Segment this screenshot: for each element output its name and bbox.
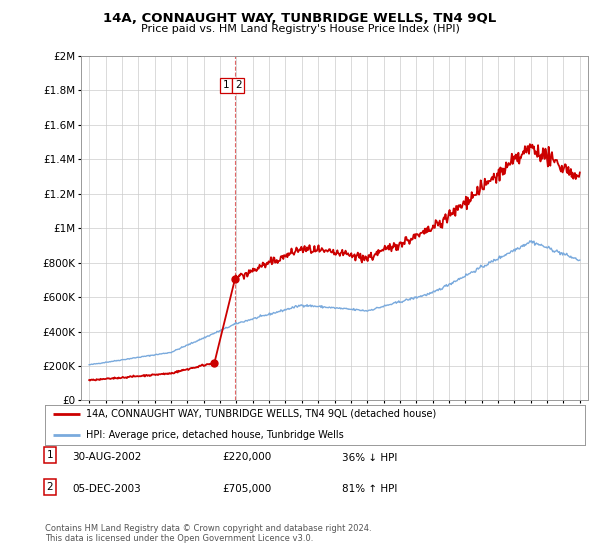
Text: 30-AUG-2002: 30-AUG-2002	[72, 452, 142, 463]
Text: Price paid vs. HM Land Registry's House Price Index (HPI): Price paid vs. HM Land Registry's House …	[140, 24, 460, 34]
Text: 14A, CONNAUGHT WAY, TUNBRIDGE WELLS, TN4 9QL: 14A, CONNAUGHT WAY, TUNBRIDGE WELLS, TN4…	[103, 12, 497, 25]
Text: 81% ↑ HPI: 81% ↑ HPI	[342, 484, 397, 494]
Text: This data is licensed under the Open Government Licence v3.0.: This data is licensed under the Open Gov…	[45, 534, 313, 543]
Text: £705,000: £705,000	[222, 484, 271, 494]
Text: £220,000: £220,000	[222, 452, 271, 463]
Text: 2: 2	[235, 80, 242, 90]
Text: 1: 1	[223, 80, 229, 90]
Text: 36% ↓ HPI: 36% ↓ HPI	[342, 452, 397, 463]
Text: 2: 2	[46, 482, 53, 492]
Text: HPI: Average price, detached house, Tunbridge Wells: HPI: Average price, detached house, Tunb…	[86, 430, 343, 440]
Text: 14A, CONNAUGHT WAY, TUNBRIDGE WELLS, TN4 9QL (detached house): 14A, CONNAUGHT WAY, TUNBRIDGE WELLS, TN4…	[86, 409, 436, 419]
Text: Contains HM Land Registry data © Crown copyright and database right 2024.: Contains HM Land Registry data © Crown c…	[45, 524, 371, 533]
Text: 1: 1	[46, 450, 53, 460]
Text: 05-DEC-2003: 05-DEC-2003	[72, 484, 141, 494]
